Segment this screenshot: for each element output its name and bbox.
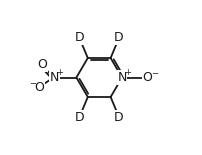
Text: O: O [37, 58, 47, 71]
Text: D: D [74, 31, 84, 44]
Text: D: D [74, 111, 84, 124]
Text: +: + [123, 69, 130, 78]
Text: O: O [142, 71, 152, 84]
Text: −: − [29, 79, 36, 88]
Text: −: − [150, 69, 157, 78]
Text: D: D [114, 31, 123, 44]
Text: N: N [49, 71, 59, 84]
Text: O: O [34, 81, 44, 94]
Text: D: D [114, 111, 123, 124]
Text: N: N [117, 71, 126, 84]
Text: +: + [56, 69, 63, 78]
